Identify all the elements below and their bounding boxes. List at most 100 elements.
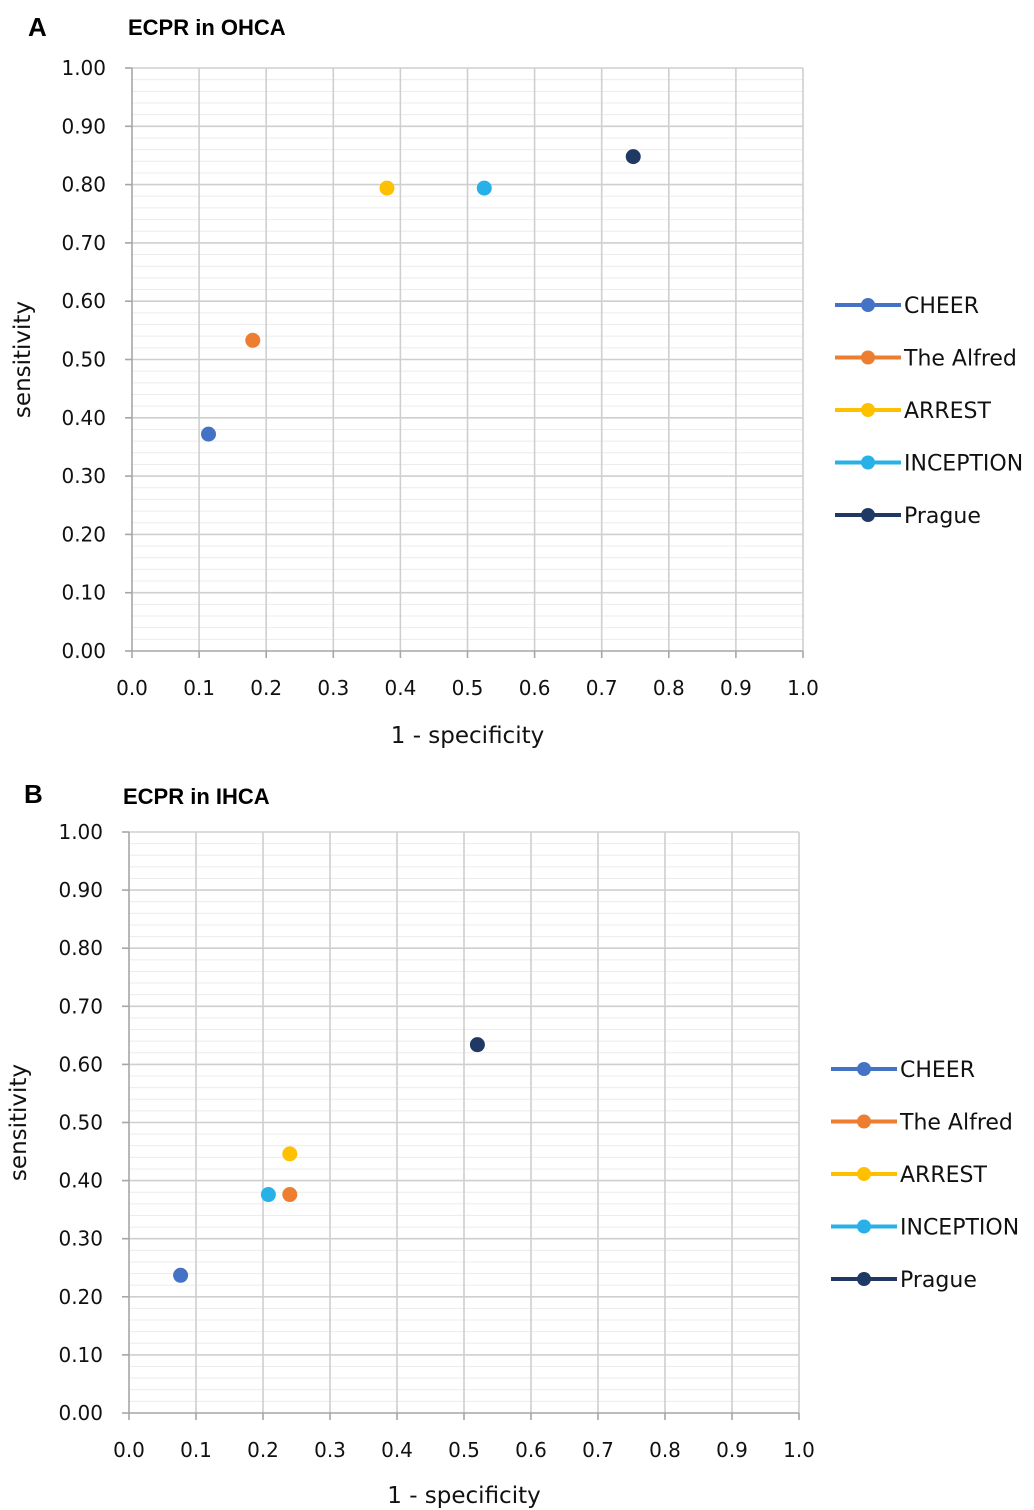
legend-item-arrest: ARREST xyxy=(835,399,991,424)
x-tick-label: 0.1 xyxy=(183,676,215,700)
legend-label: The Alfred xyxy=(903,347,1017,372)
legend-marker xyxy=(857,1167,871,1181)
chart-panel-a: A ECPR in OHCA 0.00 0.10 0.20 0.30 0.40 0.50 0.6… xyxy=(10,12,1023,749)
data-point-arrest xyxy=(282,1146,298,1162)
y-tick-labels: 0.00 0.10 0.20 0.30 0.40 0.50 0.60 0.70 0.80 0.90… xyxy=(58,820,129,1425)
legend-marker xyxy=(861,298,875,312)
legend-marker xyxy=(857,1272,871,1286)
y-tick-label: 1.00 xyxy=(58,820,103,844)
y-tick-label: 0.50 xyxy=(58,1111,103,1135)
data-point-cheer xyxy=(200,426,216,442)
y-tick-label: 0.50 xyxy=(61,348,106,372)
data-point-cheer xyxy=(173,1267,189,1283)
x-tick-label: 0.1 xyxy=(180,1438,212,1462)
x-tick-labels: 0.0 0.1 0.2 0.3 0.4 0.5 0.6 0.7 0.8 0.9 1.0 xyxy=(113,1413,815,1462)
legend-item-inception: INCEPTION xyxy=(831,1216,1019,1241)
data-point-inception xyxy=(476,180,492,196)
panel-letter: B xyxy=(24,779,43,809)
x-tick-label: 0.7 xyxy=(582,1438,614,1462)
x-axis-label: 1 - specificity xyxy=(391,723,544,749)
data-point-prague xyxy=(625,149,641,165)
data-point-the-alfred xyxy=(245,332,261,348)
data-point-inception xyxy=(260,1187,276,1203)
y-tick-label: 0.70 xyxy=(58,994,103,1018)
chart-title: ECPR in IHCA xyxy=(123,784,270,809)
legend-label: CHEER xyxy=(900,1058,975,1083)
legend-marker xyxy=(861,403,875,417)
data-points xyxy=(173,1037,485,1283)
legend-marker xyxy=(857,1219,871,1234)
major-gridlines xyxy=(132,67,804,651)
chart-title: ECPR in OHCA xyxy=(128,15,286,40)
legend-item-cheer: CHEER xyxy=(831,1058,975,1083)
legend: CHEER The Alfred ARREST INCEPTION Prague xyxy=(831,1058,1019,1293)
x-tick-label: 0.9 xyxy=(720,676,752,700)
x-tick-label: 0.4 xyxy=(384,676,416,700)
y-tick-label: 0.90 xyxy=(61,114,106,138)
legend-item-inception: INCEPTION xyxy=(835,452,1023,477)
y-tick-label: 0.60 xyxy=(61,289,106,313)
y-tick-label: 0.10 xyxy=(58,1343,103,1367)
x-tick-label: 0.0 xyxy=(116,676,148,700)
x-tick-label: 0.8 xyxy=(649,1438,681,1462)
x-tick-label: 1.0 xyxy=(783,1438,815,1462)
legend-item-cheer: CHEER xyxy=(835,294,979,319)
legend-item-the-alfred: The Alfred xyxy=(831,1111,1013,1136)
y-tick-labels: 0.00 0.10 0.20 0.30 0.40 0.50 0.60 0.70 0.80 0.90… xyxy=(61,56,132,663)
y-tick-label: 0.20 xyxy=(58,1285,103,1309)
x-tick-labels: 0.0 0.1 0.2 0.3 0.4 0.5 0.6 0.7 0.8 0.9 1.0 xyxy=(116,651,819,700)
x-tick-label: 1.0 xyxy=(787,676,819,700)
legend-marker xyxy=(861,350,875,365)
legend-label: INCEPTION xyxy=(904,452,1023,477)
y-tick-label: 0.30 xyxy=(58,1227,103,1251)
data-point-prague xyxy=(469,1037,485,1053)
x-tick-label: 0.5 xyxy=(448,1438,480,1462)
y-axis-label: sensitivity xyxy=(10,301,36,418)
legend: CHEER The Alfred ARREST INCEPTION Prague xyxy=(835,294,1023,529)
y-tick-label: 0.30 xyxy=(61,464,106,488)
major-gridlines xyxy=(129,831,800,1413)
legend-label: Prague xyxy=(904,504,981,529)
legend-item-prague: Prague xyxy=(835,504,981,529)
y-tick-label: 0.90 xyxy=(58,878,103,902)
legend-label: INCEPTION xyxy=(900,1216,1019,1241)
x-tick-label: 0.2 xyxy=(250,676,282,700)
y-tick-label: 1.00 xyxy=(61,56,106,80)
x-tick-label: 0.8 xyxy=(653,676,685,700)
y-axis-label: sensitivity xyxy=(6,1064,32,1181)
y-tick-label: 0.00 xyxy=(58,1401,103,1425)
x-tick-label: 0.9 xyxy=(716,1438,748,1462)
panel-letter: A xyxy=(28,12,47,42)
legend-label: CHEER xyxy=(904,294,979,319)
x-tick-label: 0.0 xyxy=(113,1438,145,1462)
y-tick-label: 0.40 xyxy=(61,406,106,430)
legend-marker xyxy=(861,455,875,470)
y-tick-label: 0.00 xyxy=(61,639,106,663)
y-tick-label: 0.70 xyxy=(61,231,106,255)
y-tick-label: 0.80 xyxy=(61,173,106,197)
y-tick-label: 0.60 xyxy=(58,1052,103,1076)
x-tick-label: 0.4 xyxy=(381,1438,413,1462)
legend-item-the-alfred: The Alfred xyxy=(835,347,1017,372)
x-tick-label: 0.3 xyxy=(314,1438,346,1462)
data-point-the-alfred xyxy=(282,1187,298,1203)
legend-label: The Alfred xyxy=(899,1111,1013,1136)
legend-item-prague: Prague xyxy=(831,1268,977,1293)
y-tick-label: 0.20 xyxy=(61,522,106,546)
x-tick-label: 0.6 xyxy=(519,676,551,700)
x-axis-label: 1 - specificity xyxy=(387,1483,540,1509)
legend-label: ARREST xyxy=(904,399,991,424)
x-tick-label: 0.7 xyxy=(586,676,618,700)
legend-marker xyxy=(857,1114,871,1129)
x-tick-label: 0.5 xyxy=(452,676,484,700)
data-points xyxy=(200,149,641,442)
y-tick-label: 0.10 xyxy=(61,581,106,605)
x-tick-label: 0.2 xyxy=(247,1438,279,1462)
x-tick-label: 0.6 xyxy=(515,1438,547,1462)
legend-label: ARREST xyxy=(900,1163,987,1188)
x-tick-label: 0.3 xyxy=(317,676,349,700)
legend-label: Prague xyxy=(900,1268,977,1293)
y-tick-label: 0.40 xyxy=(58,1169,103,1193)
legend-item-arrest: ARREST xyxy=(831,1163,987,1188)
